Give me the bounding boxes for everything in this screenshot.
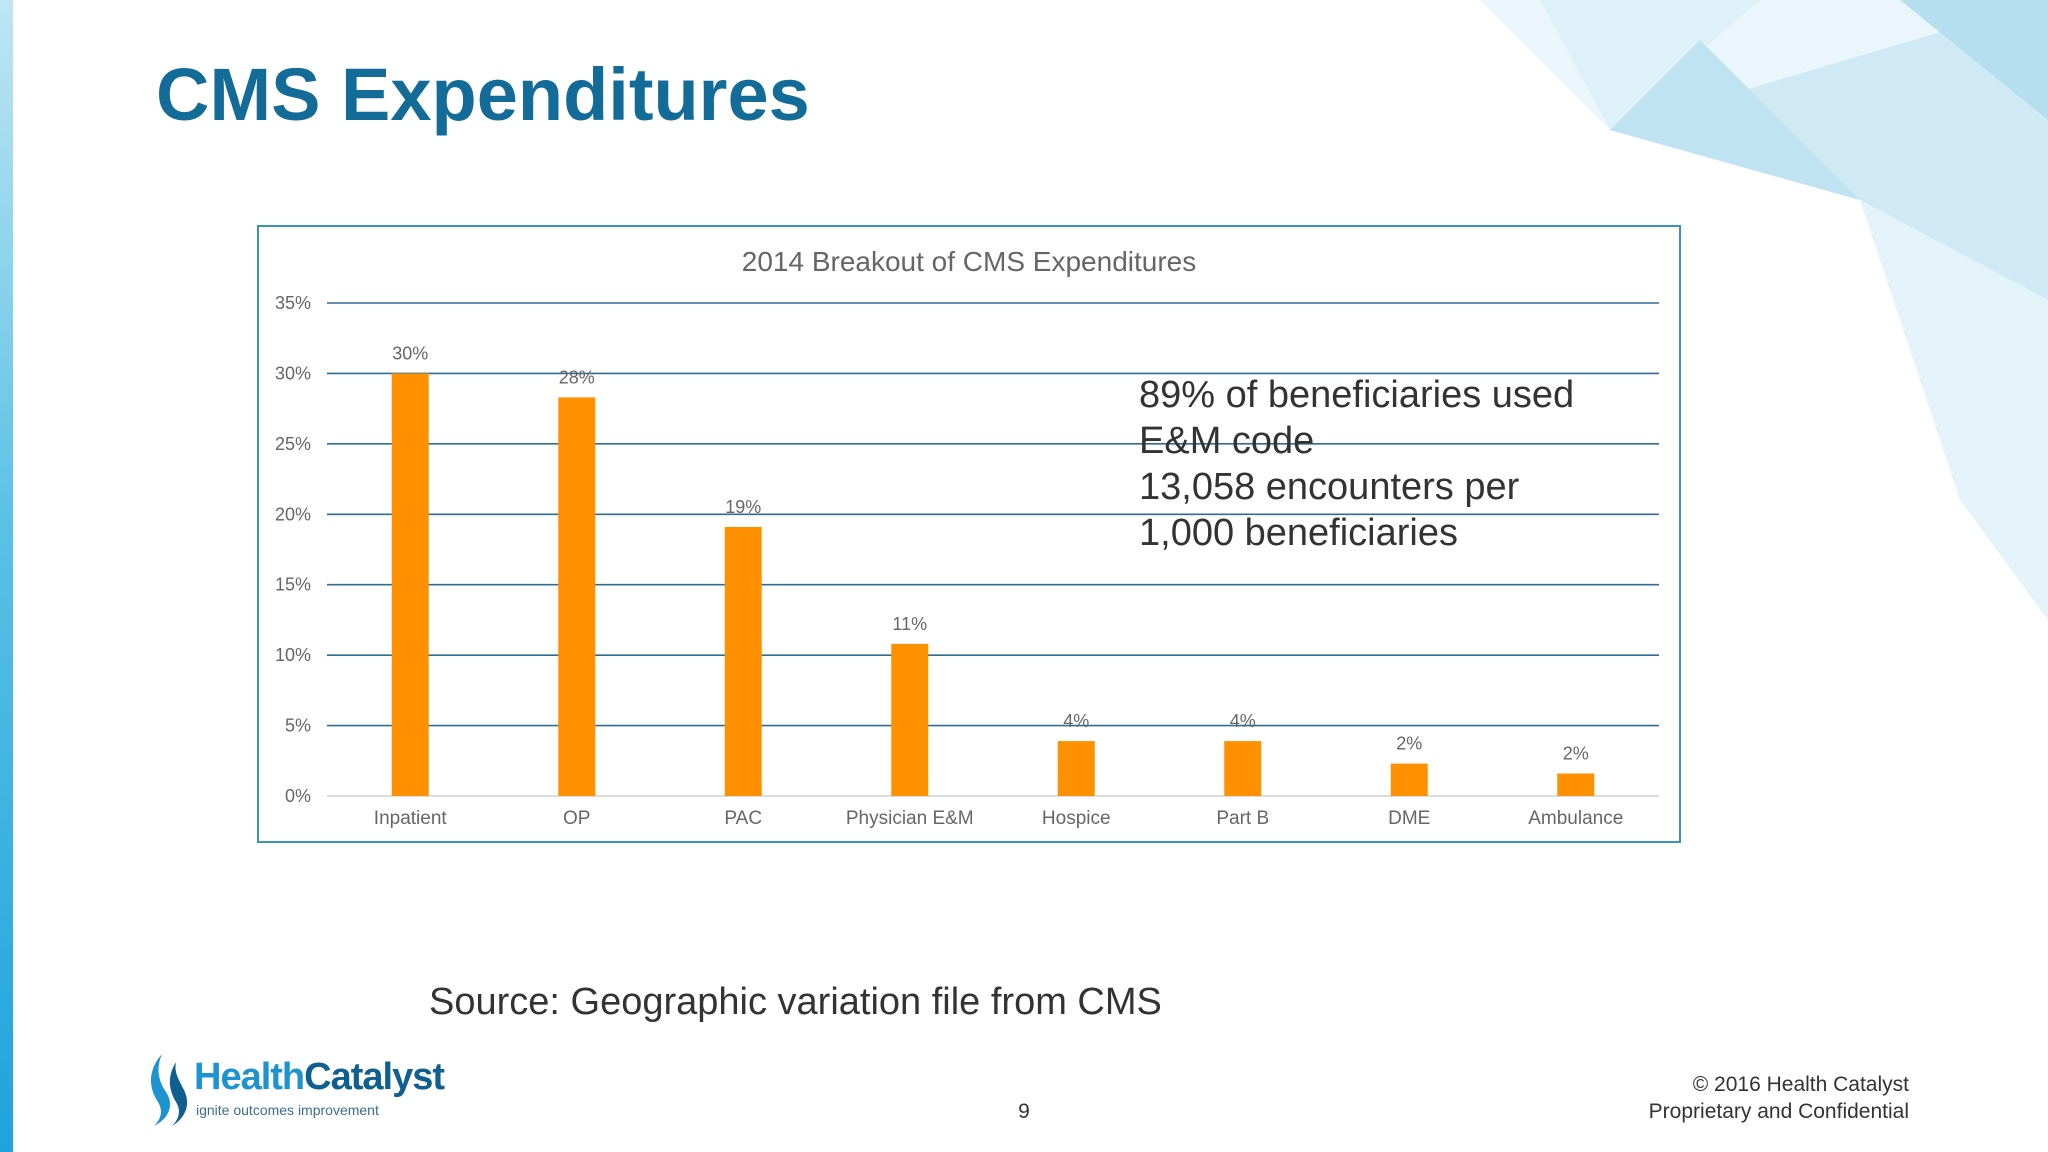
x-tick-label: Hospice: [1042, 808, 1111, 829]
logo-word-2: Catalyst: [304, 1056, 445, 1098]
y-tick-label: 20%: [275, 504, 311, 524]
bar: [1557, 773, 1595, 796]
page-number: 9: [1018, 1100, 1030, 1123]
bar: [558, 397, 596, 796]
bar: [391, 373, 429, 796]
y-tick-label: 35%: [275, 293, 311, 313]
bar: [891, 643, 929, 796]
logo-wordmark: HealthCatalyst: [194, 1056, 445, 1099]
flame-logo-icon: [151, 1054, 188, 1126]
callout-line: E&M code: [1139, 420, 1315, 462]
data-label: 2%: [1563, 743, 1589, 763]
bar-chart: 0% 5% 10% 15% 20% 25% 30% 35% 30% Inpatient 28% OP 1…: [275, 293, 1659, 829]
copyright-line: © 2016 Health Catalyst: [1692, 1073, 1909, 1096]
x-tick-label: OP: [563, 808, 590, 829]
data-label: 4%: [1063, 711, 1089, 731]
x-tick-label: Physician E&M: [846, 808, 974, 829]
health-catalyst-logo: HealthCatalyst ignite outcomes improveme…: [140, 1052, 445, 1127]
data-label: 2%: [1396, 734, 1422, 754]
y-tick-label: 10%: [275, 645, 311, 665]
bar: [1057, 741, 1095, 796]
left-accent-stripe: [0, 0, 13, 1152]
bar: [1224, 741, 1262, 796]
data-label: 11%: [892, 614, 927, 634]
chart-callout: 89% of beneficiaries used E&M code 13,05…: [1139, 372, 1639, 556]
logo-tagline: ignite outcomes improvement: [196, 1102, 379, 1118]
y-tick-label: 5%: [285, 716, 311, 736]
source-note: Source: Geographic variation file from C…: [429, 981, 1162, 1023]
y-tick-label: 25%: [275, 434, 311, 454]
callout-line: 89% of beneficiaries used: [1139, 374, 1575, 416]
data-label: 28%: [559, 367, 595, 387]
y-tick-label: 15%: [275, 575, 311, 595]
x-tick-label: PAC: [724, 808, 762, 829]
x-tick-label: Inpatient: [374, 808, 448, 829]
y-tick-label: 30%: [275, 363, 311, 383]
chart-title: 2014 Breakout of CMS Expenditures: [741, 246, 1197, 277]
callout-line: 13,058 encounters per: [1139, 466, 1520, 508]
logo-word-1: Health: [194, 1056, 305, 1098]
x-tick-label: Part B: [1216, 808, 1269, 829]
x-tick-label: DME: [1388, 808, 1430, 829]
callout-line: 1,000 beneficiaries: [1139, 512, 1458, 554]
confidential-line: Proprietary and Confidential: [1648, 1100, 1909, 1123]
chart-frame: 0% 5% 10% 15% 20% 25% 30% 35% 30% Inpatient 28% OP 1…: [257, 225, 1681, 843]
data-label: 30%: [392, 343, 428, 363]
data-label: 4%: [1230, 711, 1256, 731]
slide-title: CMS Expenditures: [156, 53, 810, 136]
y-tick-label: 0%: [285, 786, 311, 806]
copyright-notice: © 2016 Health Catalyst Proprietary and C…: [1649, 1071, 1909, 1125]
bar: [1390, 763, 1428, 796]
x-tick-label: Ambulance: [1528, 808, 1623, 829]
data-label: 19%: [725, 497, 761, 517]
bar: [724, 526, 762, 796]
